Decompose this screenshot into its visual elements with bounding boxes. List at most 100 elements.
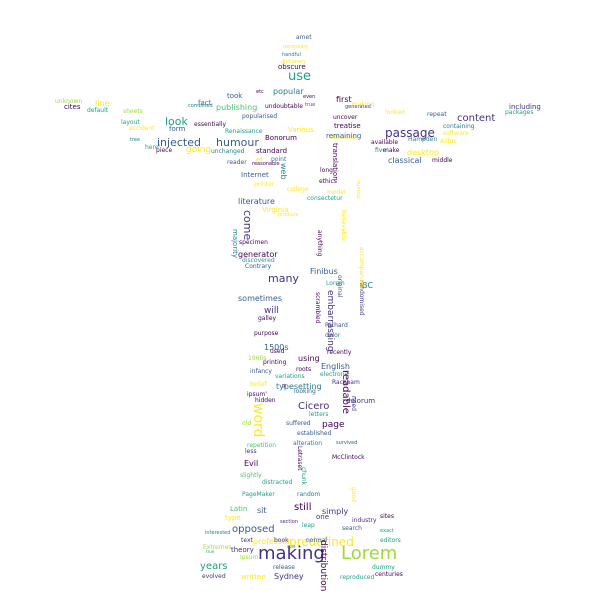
cloud-word: true [206, 549, 215, 554]
cloud-word: fact [198, 99, 212, 107]
cloud-word: popular [273, 87, 304, 96]
cloud-word: BC [362, 281, 373, 290]
cloud-word: handful [282, 52, 301, 58]
cloud-word: PageMaker [242, 491, 275, 498]
cloud-word: H [280, 384, 286, 388]
cloud-word: literature [238, 197, 275, 206]
cloud-word: McClintock [332, 454, 365, 461]
cloud-word: used [270, 348, 285, 355]
cloud-word: printer [254, 181, 275, 188]
cloud-word: section [280, 519, 299, 525]
cloud-word: etc [256, 89, 264, 95]
cloud-word: treatise [334, 122, 361, 130]
cloud-word: humour [216, 136, 259, 149]
cloud-word: available [371, 139, 399, 146]
cloud-word: many [268, 272, 299, 285]
cloud-word: typesetting [276, 382, 322, 391]
cloud-word: sites [380, 513, 394, 520]
cloud-word: old [242, 420, 252, 427]
cloud-word: letters [309, 411, 329, 418]
cloud-word: sometimes [238, 294, 283, 303]
cloud-word: belief [250, 381, 267, 388]
cloud-word: Extremes [203, 544, 232, 551]
cloud-word: suffered [286, 420, 311, 427]
cloud-word: middle [432, 157, 453, 164]
cloud-word: come [241, 210, 254, 241]
cloud-word: publishing [216, 103, 258, 112]
cloud-word: printing [263, 359, 287, 366]
cloud-word: accompanied [358, 247, 365, 288]
cloud-word: software [443, 130, 469, 137]
cloud-word: necessary [283, 44, 309, 50]
cloud-word: classical [388, 156, 422, 165]
cloud-word: popularised [242, 113, 278, 120]
cloud-word: roots [296, 366, 312, 373]
cloud-word: centuries [375, 571, 403, 578]
cloud-word: 1500s [264, 343, 289, 352]
cloud-word: search [342, 525, 362, 532]
cloud-word: Lorem [341, 543, 398, 564]
cloud-word: repeat [427, 111, 447, 118]
cloud-word: English [321, 362, 350, 371]
cloud-word: Sydney [274, 572, 304, 581]
cloud-word: form [169, 125, 186, 133]
cloud-word: including [509, 103, 541, 111]
cloud-word: humour [355, 180, 361, 200]
cloud-word: consectetur [307, 195, 343, 202]
cloud-word: repetition [247, 442, 277, 449]
cloud-word: Evil [244, 459, 259, 468]
cloud-word: Various [288, 126, 314, 134]
cloud-word: unchanged [211, 148, 245, 155]
cloud-word: Aldus [440, 138, 457, 145]
cloud-word: text [241, 537, 253, 544]
cloud-word: discovered [242, 257, 275, 264]
cloud-word: one [316, 513, 330, 521]
cloud-word: obscure [278, 63, 306, 71]
cloud-word: college [287, 186, 309, 193]
cloud-word: written [241, 573, 266, 581]
cloud-word: look [165, 115, 188, 128]
cloud-word: hidden [255, 397, 276, 404]
cloud-word: Finibus [310, 267, 338, 276]
cloud-word: interested [205, 530, 231, 536]
cloud-word: still [294, 502, 312, 513]
cloud-word: default [87, 107, 109, 114]
cloud-word: simply [322, 507, 349, 516]
cloud-word: reasonable [252, 161, 280, 167]
cloud-word: evolved [202, 573, 226, 580]
cloud-word: line [95, 99, 110, 108]
cloud-word: layout [121, 119, 140, 126]
cloud-word: editors [380, 537, 401, 544]
cloud-word: web [279, 163, 288, 180]
cloud-word: professor [253, 537, 291, 546]
cloud-word: packages [505, 109, 534, 116]
cloud-word: tree [130, 137, 141, 143]
cloud-word: remaining [326, 132, 362, 140]
cloud-word: Contrary [245, 263, 272, 270]
cloud-word: Latin [230, 505, 248, 513]
cloud-word: point [271, 156, 287, 163]
cloud-word: passage [385, 126, 435, 140]
cloud-word: normal [306, 537, 328, 544]
cloud-word: model [327, 189, 346, 196]
cloud-word: looked [385, 109, 405, 116]
cloud-word: making [258, 543, 325, 564]
cloud-word: et [256, 156, 264, 164]
cloud-word: piece [156, 147, 173, 154]
cloud-word: cites [64, 103, 81, 111]
cloud-word: took [227, 92, 243, 100]
cloud-word: versions [330, 134, 356, 141]
cloud-word: infancy [250, 368, 272, 375]
cloud-word: less [245, 448, 257, 455]
cloud-word: anything [316, 230, 323, 257]
cloud-word: Renaissance [225, 128, 263, 135]
cloud-word: desktop [407, 148, 439, 157]
cloud-word: undoubtable [265, 103, 303, 110]
cloud-word: survived [336, 440, 358, 446]
cloud-word: Rackham [332, 379, 360, 386]
cloud-word: Cicero [298, 401, 330, 412]
cloud-word: theory [231, 546, 254, 554]
cloud-word: even [303, 94, 316, 100]
cloud-word: predefined [289, 535, 354, 549]
